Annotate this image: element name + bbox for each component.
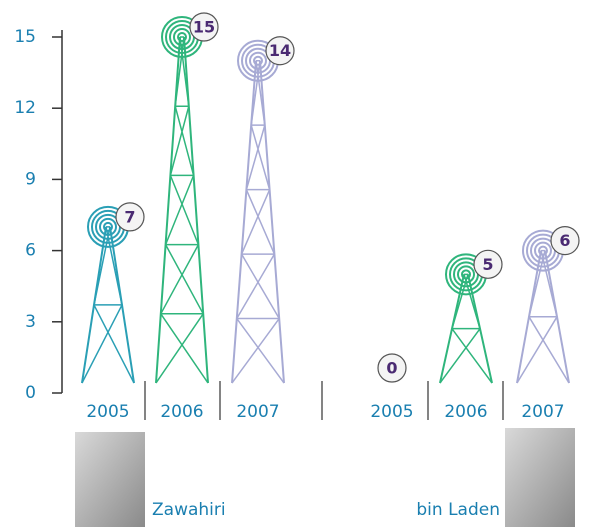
photo [75,432,145,527]
signal-ring [177,32,187,42]
badge [115,202,145,232]
x-tick-label: 2006 [160,402,203,422]
y-tick-label: 12 [14,98,36,118]
tower [516,226,580,384]
signal-ring [173,28,191,46]
tower [81,202,145,384]
tower-braces [155,36,209,384]
signal-ring [461,269,471,280]
tower-braces [439,273,493,384]
tower [155,12,219,384]
signal-ring [103,221,113,232]
value-label: 6 [559,231,570,250]
signal-ring [253,55,263,66]
x-tick-label: 2007 [236,402,279,422]
value-label: 0 [386,359,397,378]
tower [439,249,503,384]
badge [377,353,407,383]
value-label: 15 [193,18,215,37]
y-tick-label: 6 [25,241,36,261]
signal-ring [534,241,552,260]
group-name: bin Laden [416,500,500,520]
tower [231,36,295,384]
y-tick-label: 15 [14,27,36,47]
y-tick-label: 3 [25,312,36,332]
tower-legs [155,36,209,384]
x-tick-label: 2007 [521,402,564,422]
y-tick-label: 9 [25,169,36,189]
signal-ring [249,51,267,70]
signal-ring [99,217,117,236]
value-label: 5 [482,255,493,274]
x-tick-label: 2005 [370,402,413,422]
tower [377,353,407,383]
x-tick-label: 2005 [86,402,129,422]
value-label: 7 [124,207,135,226]
badge [473,249,503,279]
x-tick-label: 2006 [444,402,487,422]
signal-ring [538,245,548,256]
badge [189,12,219,42]
badge [265,36,295,66]
photo [505,428,575,527]
tower-braces [516,249,570,384]
tower-legs [231,60,285,384]
tower-braces [231,59,285,384]
value-label: 14 [269,41,291,60]
y-tick-label: 0 [25,383,36,403]
group-name: Zawahiri [152,500,226,520]
badge [550,226,580,256]
signal-ring [457,265,475,284]
tower-braces [81,226,135,384]
